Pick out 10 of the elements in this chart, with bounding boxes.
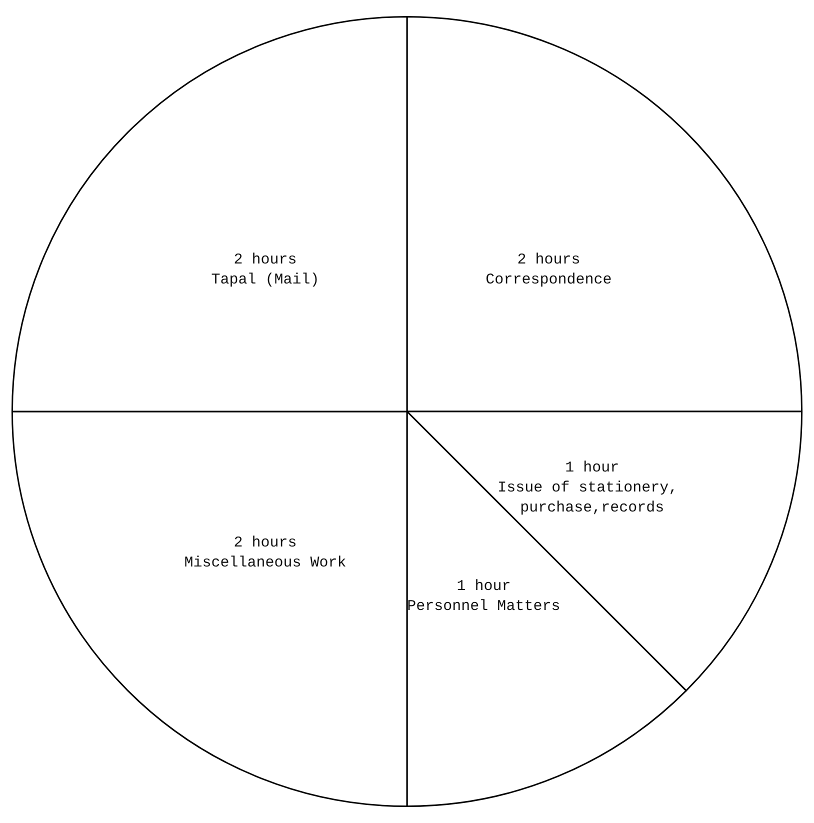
slice-label: Tapal (Mail) xyxy=(211,271,320,288)
slice-label: Issue of stationery, purchase,records xyxy=(498,480,687,517)
data-label: 1 hour xyxy=(565,460,620,477)
slice-label: Personnel Matters xyxy=(407,598,560,616)
data-label: 2 hours xyxy=(234,251,297,268)
data-label: 2 hours xyxy=(234,534,297,552)
data-label: 2 hours xyxy=(517,251,580,268)
data-label: 1 hour xyxy=(456,578,511,596)
slice-label: Correspondence xyxy=(486,271,612,288)
slice-label: Miscellaneous Work xyxy=(184,554,346,572)
